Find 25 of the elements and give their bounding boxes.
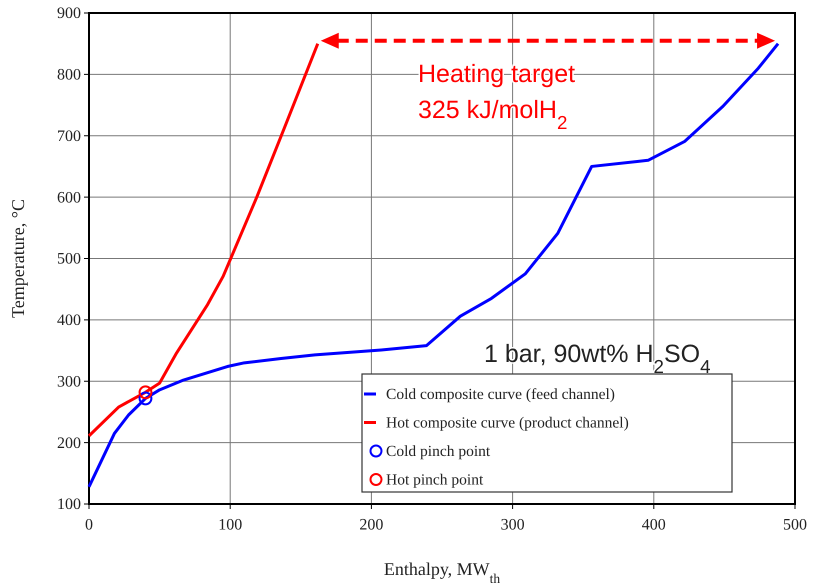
legend-label: Hot pinch point bbox=[386, 472, 484, 488]
line-series bbox=[88, 42, 320, 438]
x-tick-label: 0 bbox=[85, 516, 93, 534]
y-axis-title: Temperature, °C bbox=[8, 199, 28, 318]
y-tick-label: 800 bbox=[57, 66, 81, 84]
y-tick-label: 400 bbox=[57, 312, 81, 329]
legend-label: Hot composite curve (product channel) bbox=[386, 414, 629, 432]
x-tick-label: 200 bbox=[359, 516, 384, 534]
y-tick-label: 200 bbox=[57, 434, 81, 452]
line-series bbox=[88, 42, 780, 488]
legend-label: Cold composite curve (feed channel) bbox=[386, 386, 615, 403]
y-tick-label: 100 bbox=[57, 496, 81, 514]
y-tick-label: 500 bbox=[57, 250, 81, 268]
y-tick-label: 900 bbox=[57, 5, 81, 22]
x-tick-label: 400 bbox=[642, 516, 666, 534]
annotation: 325 kJ/molH$_{2}$ bbox=[418, 96, 568, 132]
y-tick-label: 600 bbox=[57, 189, 81, 206]
annotation: Heating target bbox=[418, 60, 576, 88]
legend-label: Cold pinch point bbox=[386, 443, 491, 460]
x-tick-label: 500 bbox=[783, 516, 807, 534]
x-axis-title: Enthalpy, MW$_{th}$ bbox=[384, 559, 500, 583]
x-tick-label: 100 bbox=[218, 516, 242, 534]
y-tick-label: 700 bbox=[57, 128, 81, 145]
y-tick-label: 300 bbox=[57, 373, 81, 390]
x-tick-label: 300 bbox=[500, 516, 525, 534]
